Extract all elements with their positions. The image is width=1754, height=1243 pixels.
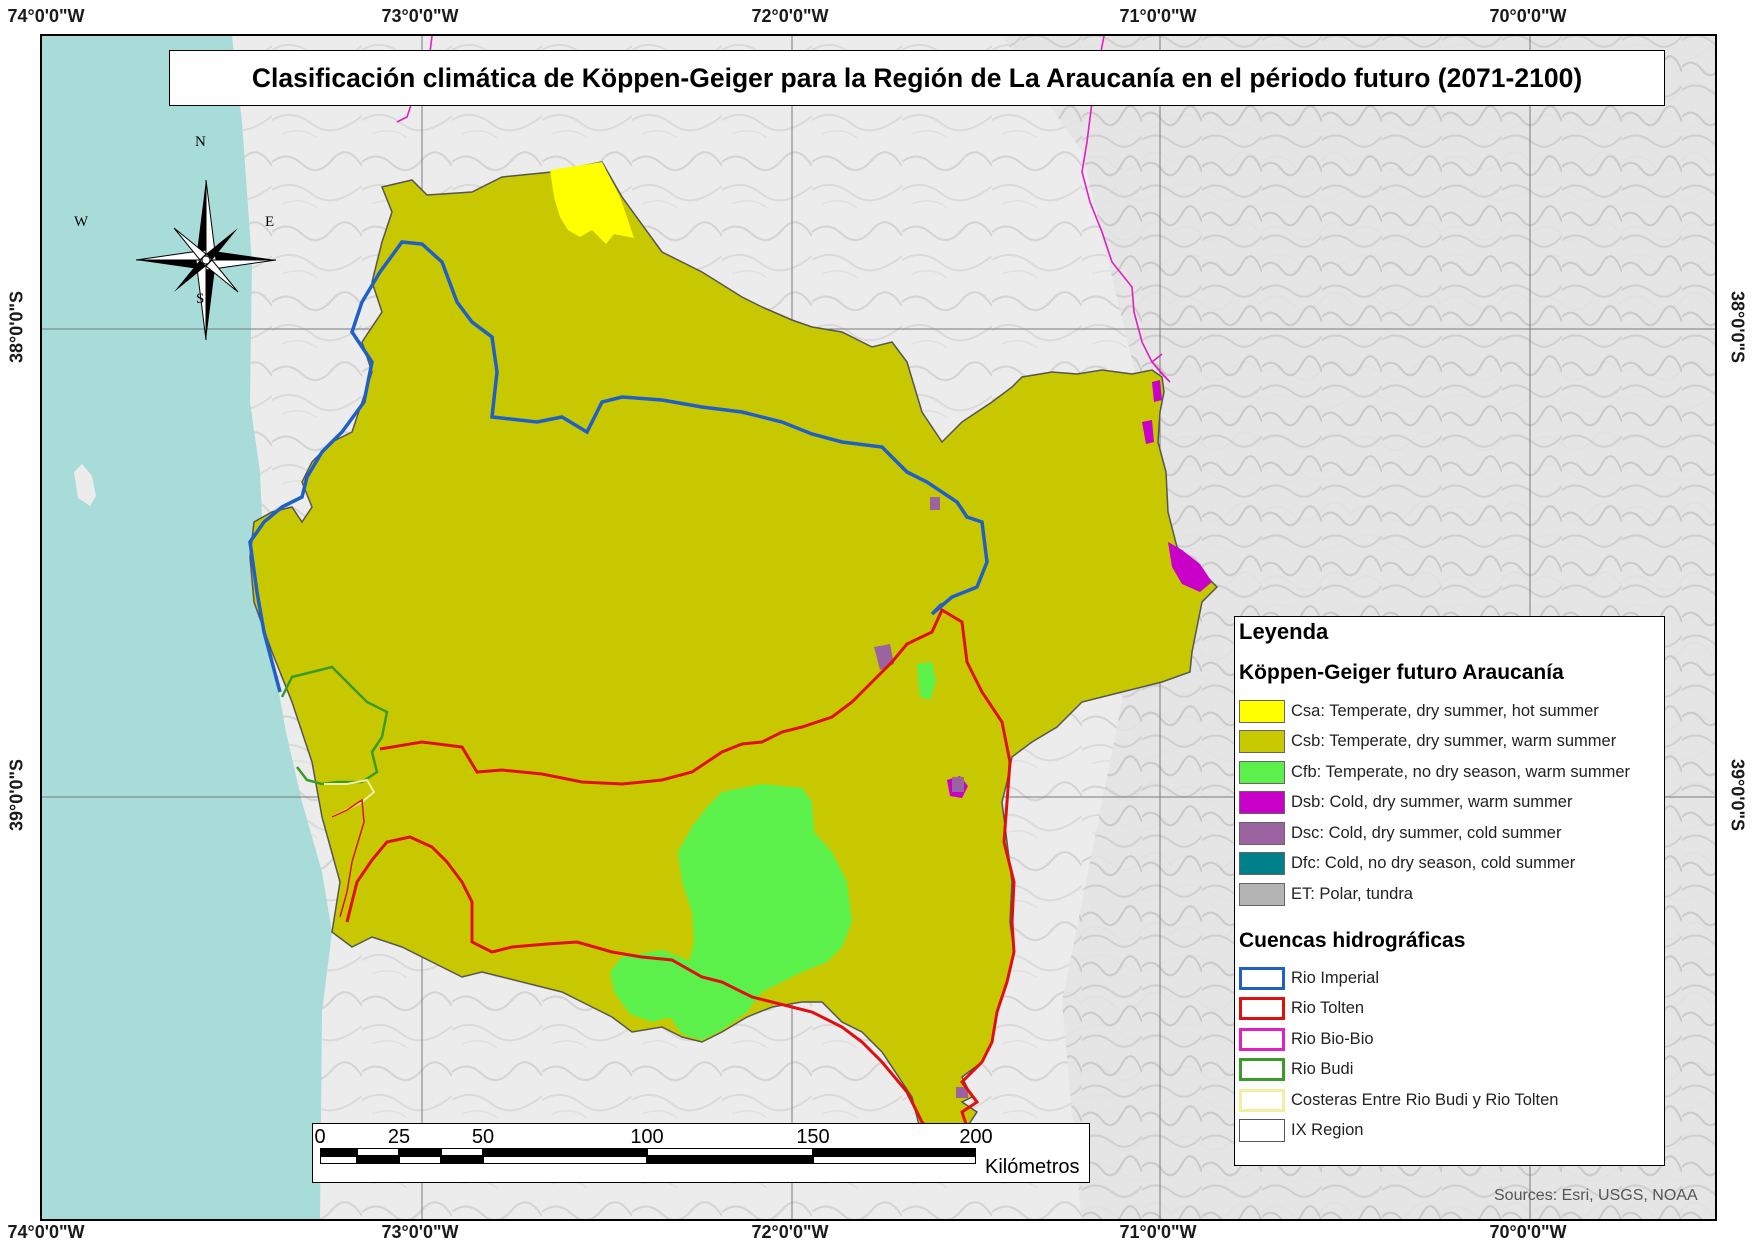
legend-swatch bbox=[1239, 760, 1285, 784]
legend-swatch bbox=[1239, 966, 1285, 990]
graticule-label-bottom: 71°0'0"W bbox=[1119, 1222, 1197, 1242]
legend-swatch bbox=[1239, 997, 1285, 1020]
zone-cfb[interactable] bbox=[610, 950, 702, 1022]
zone-csa[interactable] bbox=[550, 162, 634, 244]
scale-tick: 150 bbox=[796, 1126, 830, 1148]
island bbox=[74, 464, 96, 506]
legend-label: Rio Imperial bbox=[1291, 968, 1380, 987]
map-title: Clasificación climática de Köppen-Geiger… bbox=[169, 50, 1665, 106]
legend-panel: Leyenda Köppen-Geiger futuro Araucanía C… bbox=[1234, 616, 1665, 1166]
legend-swatch bbox=[1239, 730, 1285, 753]
north-arrow-compass bbox=[135, 179, 277, 341]
scale-segment bbox=[441, 1156, 483, 1164]
legend-label: Cfb: Temperate, no dry season, warm summ… bbox=[1291, 762, 1630, 781]
legend-item-et: ET: Polar, tundra bbox=[1239, 880, 1413, 908]
legend-label: IX Region bbox=[1291, 1121, 1364, 1139]
legend-swatch bbox=[1239, 882, 1285, 906]
legend-item-dsb: Dsb: Cold, dry summer, warm summer bbox=[1239, 789, 1572, 817]
scale-unit: Kilómetros bbox=[985, 1156, 1080, 1178]
scale-tick: 50 bbox=[471, 1126, 495, 1148]
graticule-label-bottom: 70°0'0"W bbox=[1489, 1222, 1567, 1242]
legend-label: Dfc: Cold, no dry season, cold summer bbox=[1291, 854, 1576, 872]
graticule-label-right: 39°0'0"S bbox=[1727, 758, 1748, 832]
graticule-label-top: 74°0'0"W bbox=[7, 6, 85, 26]
compass-west: W bbox=[74, 214, 89, 230]
legend-swatch bbox=[1239, 1058, 1285, 1081]
graticule-label-bottom: 74°0'0"W bbox=[7, 1222, 85, 1242]
scale-segment bbox=[399, 1156, 441, 1164]
scale-segment bbox=[647, 1148, 813, 1156]
legend-item-csa: Csa: Temperate, dry summer, hot summer bbox=[1239, 697, 1599, 725]
legend-swatch bbox=[1239, 699, 1285, 723]
scale-segment bbox=[483, 1148, 647, 1156]
legend-climate-heading: Köppen-Geiger futuro Araucanía bbox=[1239, 661, 1564, 684]
legend-swatch bbox=[1239, 1119, 1285, 1142]
scale-tick: 25 bbox=[387, 1126, 411, 1148]
legend-label: Rio Bio-Bio bbox=[1291, 1029, 1374, 1048]
legend-swatch bbox=[1239, 1027, 1285, 1051]
scale-segment bbox=[320, 1156, 357, 1164]
sources-credit: Sources: Esri, USGS, NOAA bbox=[1494, 1187, 1698, 1204]
graticule-label-top: 73°0'0"W bbox=[381, 6, 459, 26]
legend-label: Costeras Entre Rio Budi y Rio Tolten bbox=[1291, 1090, 1559, 1109]
basin-rio-tolten-coastal[interactable] bbox=[331, 798, 365, 918]
scale-segment bbox=[357, 1148, 399, 1156]
scale-segment bbox=[647, 1156, 813, 1164]
basin-rio-tolten[interactable] bbox=[345, 607, 1016, 1142]
scale-segment bbox=[320, 1148, 357, 1156]
ocean bbox=[42, 36, 332, 1219]
scale-tick: 200 bbox=[959, 1126, 993, 1148]
scale-segment bbox=[483, 1156, 647, 1164]
graticule-label-right: 38°0'0"S bbox=[1727, 290, 1748, 364]
legend-item-cfb: Cfb: Temperate, no dry season, warm summ… bbox=[1239, 758, 1630, 786]
scale-segment bbox=[441, 1148, 483, 1156]
legend-label: Csa: Temperate, dry summer, hot summer bbox=[1291, 701, 1599, 720]
scale-segment bbox=[813, 1148, 976, 1156]
legend-item-costeras: Costeras Entre Rio Budi y Rio Tolten bbox=[1239, 1086, 1559, 1114]
graticule-label-top: 72°0'0"W bbox=[751, 6, 829, 26]
graticule-label-top: 71°0'0"W bbox=[1119, 6, 1197, 26]
legend-item-dfc: Dfc: Cold, no dry season, cold summer bbox=[1239, 850, 1575, 878]
scale-tick: 100 bbox=[630, 1126, 664, 1148]
zone-cfb[interactable] bbox=[917, 662, 936, 700]
legend-item-budi: Rio Budi bbox=[1239, 1056, 1353, 1084]
legend-item-biobio: Rio Bio-Bio bbox=[1239, 1025, 1374, 1053]
legend-swatch bbox=[1239, 1088, 1285, 1112]
legend-label: Rio Tolten bbox=[1291, 999, 1365, 1017]
legend-item-imperial: Rio Imperial bbox=[1239, 964, 1379, 992]
legend-label: Rio Budi bbox=[1291, 1060, 1354, 1078]
zone-cfb[interactable] bbox=[670, 784, 852, 1040]
legend-title: Leyenda bbox=[1239, 619, 1329, 644]
legend-swatch bbox=[1239, 791, 1285, 814]
graticule-label-bottom: 73°0'0"W bbox=[381, 1222, 459, 1242]
scale-tick: 0 bbox=[314, 1126, 326, 1148]
legend-item-dsc: Dsc: Cold, dry summer, cold summer bbox=[1239, 819, 1561, 847]
graticule-label-top: 70°0'0"W bbox=[1489, 6, 1567, 26]
scale-segment bbox=[813, 1156, 976, 1164]
compass-north: N bbox=[195, 134, 206, 150]
scale-segment bbox=[357, 1156, 399, 1164]
graticule-label-bottom: 72°0'0"W bbox=[751, 1222, 829, 1242]
legend-label: ET: Polar, tundra bbox=[1291, 884, 1413, 903]
legend-label: Csb: Temperate, dry summer, warm summer bbox=[1291, 732, 1617, 750]
graticule-label-left: 39°0'0"S bbox=[6, 758, 27, 832]
graticule-label-left: 38°0'0"S bbox=[6, 290, 27, 364]
legend-item-tolten: Rio Tolten bbox=[1239, 995, 1364, 1023]
legend-swatch bbox=[1239, 852, 1285, 875]
compass-south: S bbox=[196, 291, 205, 307]
legend-basins-heading: Cuencas hidrográficas bbox=[1239, 929, 1466, 952]
scale-bar: 0 25 50 100 150 200 Kilómetros bbox=[312, 1123, 1090, 1183]
legend-item-region: IX Region bbox=[1239, 1117, 1363, 1145]
legend-label: Dsb: Cold, dry summer, warm summer bbox=[1291, 793, 1573, 811]
scale-segment bbox=[399, 1148, 441, 1156]
basin-rio-imperial[interactable] bbox=[248, 240, 989, 693]
legend-item-csb: Csb: Temperate, dry summer, warm summer bbox=[1239, 728, 1616, 756]
legend-swatch bbox=[1239, 821, 1285, 845]
compass-east: E bbox=[265, 214, 275, 230]
legend-label: Dsc: Cold, dry summer, cold summer bbox=[1291, 823, 1562, 842]
